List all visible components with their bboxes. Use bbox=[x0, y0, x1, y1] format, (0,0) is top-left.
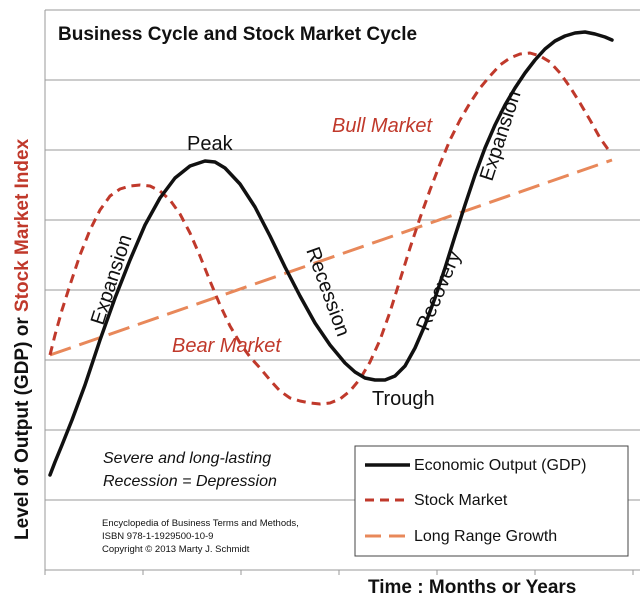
series-economic-output bbox=[48, 30, 614, 477]
series-stock-market bbox=[48, 51, 612, 406]
title-background bbox=[50, 16, 510, 50]
y-axis-label-stock: Stock Market Index bbox=[12, 138, 33, 312]
annotation-trough: Trough bbox=[372, 388, 435, 410]
y-axis-label-gdp: Level of Output (GDP) or bbox=[12, 312, 33, 540]
horizontal-gridlines bbox=[45, 9, 640, 571]
annotation-bull-market: Bull Market bbox=[332, 115, 433, 137]
citation-background bbox=[98, 514, 344, 558]
y-axis-label: Level of Output (GDP) or Stock Market In… bbox=[12, 138, 33, 540]
legend-label-stock: Stock Market bbox=[414, 492, 508, 509]
annotation-bear-market: Bear Market bbox=[172, 335, 282, 357]
series-long-range-growth bbox=[49, 158, 613, 357]
x-axis-label: Time : Months or Years bbox=[368, 577, 576, 598]
x-axis-ticks bbox=[44, 570, 634, 575]
chart-title: Business Cycle and Stock Market Cycle bbox=[58, 24, 417, 45]
annotation-expansion-2: Expansion bbox=[476, 88, 526, 184]
citation-line-3: Copyright © 2013 Marty J. Schmidt bbox=[102, 544, 250, 555]
citation-line-1: Encyclopedia of Business Terms and Metho… bbox=[102, 518, 299, 529]
note-line-1: Severe and long-lasting bbox=[103, 450, 271, 467]
note-line-2: Recession = Depression bbox=[103, 473, 277, 490]
annotation-peak: Peak bbox=[187, 133, 234, 155]
legend-label-gdp: Economic Output (GDP) bbox=[414, 457, 587, 474]
annotation-recovery: Recovery bbox=[412, 248, 465, 334]
note-background bbox=[95, 442, 335, 492]
annotation-expansion-1: Expansion bbox=[87, 232, 137, 328]
legend: Economic Output (GDP) Stock Market Long … bbox=[354, 445, 629, 557]
citation-line-2: ISBN 978-1-1929500-10-9 bbox=[102, 531, 213, 542]
annotation-recession: Recession bbox=[301, 244, 354, 339]
legend-label-growth: Long Range Growth bbox=[414, 528, 557, 545]
